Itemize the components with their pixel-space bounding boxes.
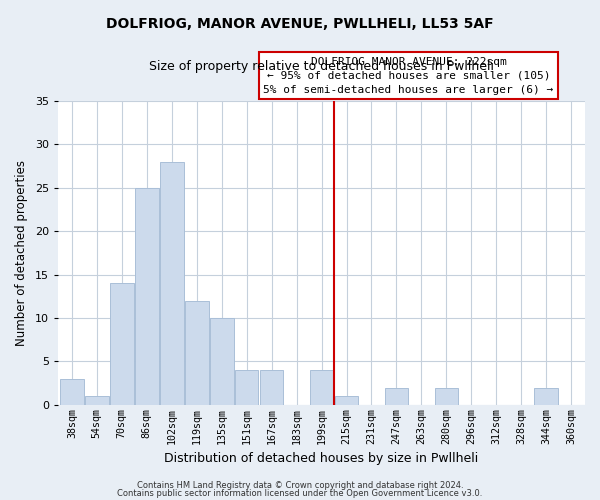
Bar — [385, 388, 409, 405]
Bar — [434, 388, 458, 405]
Bar — [310, 370, 334, 405]
Bar — [185, 300, 209, 405]
Bar — [210, 318, 233, 405]
Title: Size of property relative to detached houses in Pwllheli: Size of property relative to detached ho… — [149, 60, 494, 73]
Bar — [135, 188, 158, 405]
Bar — [110, 283, 134, 405]
Bar — [235, 370, 259, 405]
Y-axis label: Number of detached properties: Number of detached properties — [15, 160, 28, 346]
Text: DOLFRIOG, MANOR AVENUE, PWLLHELI, LL53 5AF: DOLFRIOG, MANOR AVENUE, PWLLHELI, LL53 5… — [106, 18, 494, 32]
Bar — [335, 396, 358, 405]
Text: Contains public sector information licensed under the Open Government Licence v3: Contains public sector information licen… — [118, 490, 482, 498]
Bar — [60, 379, 83, 405]
Bar — [535, 388, 558, 405]
Text: DOLFRIOG MANOR AVENUE: 222sqm
← 95% of detached houses are smaller (105)
5% of s: DOLFRIOG MANOR AVENUE: 222sqm ← 95% of d… — [263, 56, 554, 94]
X-axis label: Distribution of detached houses by size in Pwllheli: Distribution of detached houses by size … — [164, 452, 479, 465]
Bar — [85, 396, 109, 405]
Bar — [160, 162, 184, 405]
Bar — [260, 370, 283, 405]
Text: Contains HM Land Registry data © Crown copyright and database right 2024.: Contains HM Land Registry data © Crown c… — [137, 482, 463, 490]
